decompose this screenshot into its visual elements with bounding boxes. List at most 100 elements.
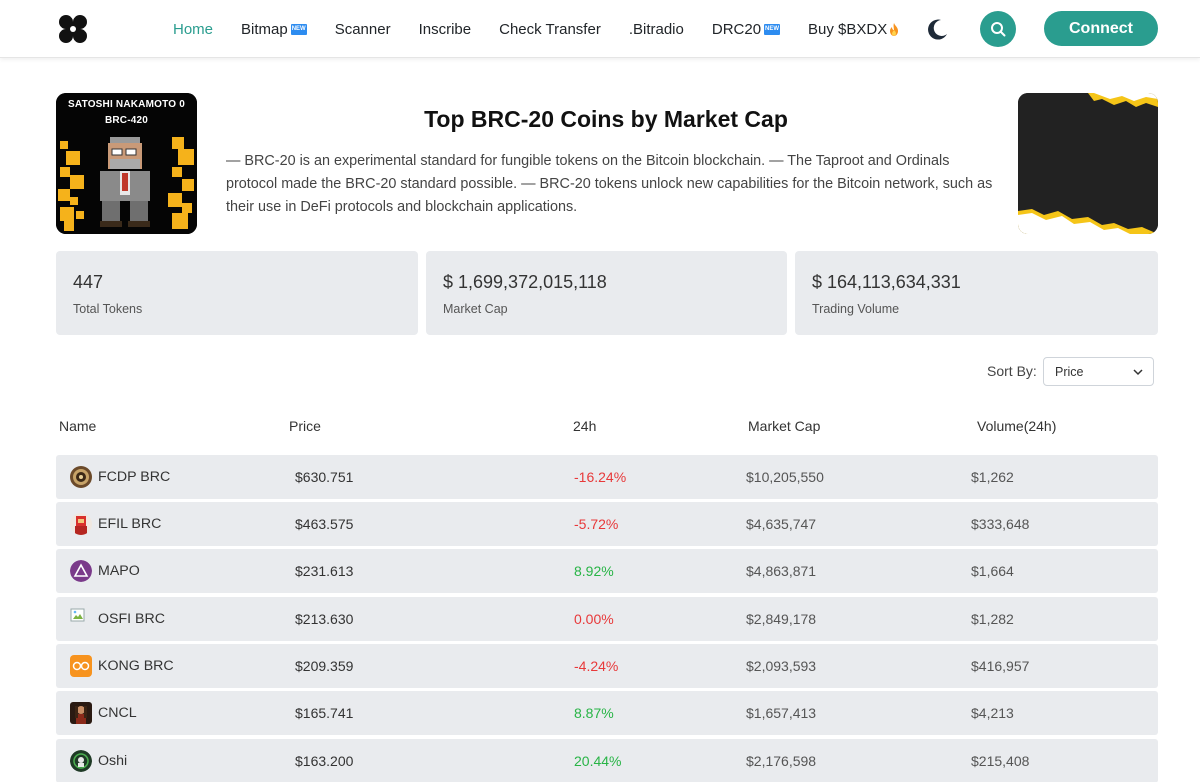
page-title: Top BRC-20 Coins by Market Cap [424,106,788,132]
token-market-cap: $4,863,871 [746,563,817,579]
fire-icon [890,22,899,36]
token-market-cap: $4,635,747 [746,516,817,532]
token-market-cap: $2,849,178 [746,611,817,627]
token-name[interactable]: CNCL [98,705,137,721]
column-header-volume[interactable]: Volume(24h) [977,418,1057,434]
nav-link-label: Bitmap [241,20,288,38]
token-volume: $215,408 [971,753,1030,769]
stat-label: Total Tokens [73,302,143,316]
token-price: $231.613 [295,563,354,579]
token-change-24h: 8.87% [574,705,614,721]
kong-token-icon [70,655,92,677]
token-volume: $333,648 [971,516,1030,532]
search-button[interactable] [980,11,1016,47]
table-row[interactable]: Oshi $163.200 20.44% $2,176,598 $215,408 [56,739,1158,782]
cncl-token-icon [70,702,92,724]
token-name[interactable]: MAPO [98,563,140,579]
table-row[interactable]: MAPO $231.613 8.92% $4,863,871 $1,664 [56,549,1158,593]
token-name[interactable]: OSFI BRC [98,611,166,627]
token-price: $209.359 [295,658,354,674]
stat-card-market-cap: $ 1,699,372,015,118 Market Cap [426,251,787,335]
nav-links: Home Bitmap NEW Scanner Inscribe Check Tr… [173,0,927,58]
token-name[interactable]: FCDP BRC [98,469,171,485]
nav-link-drc20[interactable]: DRC20 NEW [711,20,781,38]
nav-link-inscribe[interactable]: Inscribe [419,21,472,38]
token-change-24h: -4.24% [574,658,619,674]
stat-value: $ 1,699,372,015,118 [443,272,607,292]
new-badge: NEW [290,23,307,35]
sort-by-select[interactable]: Price [1043,357,1154,386]
column-header-price[interactable]: Price [289,418,321,434]
mapo-token-icon [70,560,92,582]
token-volume: $4,213 [971,705,1014,721]
chevron-down-icon [1133,369,1143,376]
table-row[interactable]: KONG BRC $209.359 -4.24% $2,093,593 $416… [56,644,1158,688]
new-badge: NEW [764,23,781,35]
nav-link-bitmap[interactable]: Bitmap NEW [241,21,307,38]
token-volume: $416,957 [971,658,1030,674]
page-description: — BRC-20 is an experimental standard for… [226,153,993,215]
navbar: Home Bitmap NEW Scanner Inscribe Check Tr… [0,0,1200,58]
nav-link-label: Home [173,20,214,38]
token-market-cap: $2,093,593 [746,658,817,674]
pixel-art-image [56,93,197,234]
token-price: $163.200 [295,753,354,769]
nav-link-check-transfer[interactable]: Check Transfer [499,21,601,38]
nav-link-home[interactable]: Home [173,21,213,38]
token-name[interactable]: KONG BRC [98,658,174,674]
column-header-24h[interactable]: 24h [573,418,597,434]
token-change-24h: -5.72% [574,516,619,532]
table-row[interactable]: FCDP BRC $630.751 -16.24% $10,205,550 $1… [56,455,1158,499]
column-header-name[interactable]: Name [59,418,97,434]
hero-nft-image: SATOSHI NAKAMOTO 0 BRC-420 [56,93,197,234]
token-volume: $1,282 [971,611,1014,627]
token-price: $463.575 [295,516,354,532]
nav-link-label: DRC20 [711,20,762,38]
oshi-token-icon [70,750,92,772]
search-icon [991,22,1006,37]
token-market-cap: $10,205,550 [746,469,824,485]
nav-link-bitradio[interactable]: .Bitradio [629,21,684,38]
stat-card-total-tokens: 447 Total Tokens [56,251,418,335]
token-name[interactable]: Oshi [98,753,128,769]
nav-link-label: Buy $BXDX [808,20,888,38]
promo-banner-graphic [1018,93,1158,234]
logo-icon[interactable] [58,14,88,44]
stat-card-trading-volume: $ 164,113,634,331 Trading Volume [795,251,1158,335]
table-row[interactable]: OSFI BRC $213.630 0.00% $2,849,178 $1,28… [56,597,1158,641]
stat-value: 447 [73,272,104,292]
broken-image-icon [70,608,92,630]
nav-link-scanner[interactable]: Scanner [335,21,391,38]
column-header-market-cap[interactable]: Market Cap [748,418,821,434]
moon-icon[interactable] [926,17,950,41]
stat-value: $ 164,113,634,331 [812,272,961,292]
sort-selected-value: Price [1055,364,1084,379]
nav-link-label: Check Transfer [499,20,601,38]
token-name[interactable]: EFIL BRC [98,516,162,532]
token-change-24h: 20.44% [574,753,622,769]
nav-link-buy-bxdx[interactable]: Buy $BXDX [808,21,899,38]
hero-image-caption-2: BRC-420 [104,115,149,126]
fcdp-token-icon [70,466,92,488]
token-volume: $1,664 [971,563,1014,579]
token-change-24h: -16.24% [574,469,627,485]
efil-token-icon [70,513,92,535]
nav-link-label: Scanner [334,20,391,38]
token-price: $630.751 [295,469,354,485]
token-volume: $1,262 [971,469,1014,485]
token-market-cap: $2,176,598 [746,753,817,769]
token-market-cap: $1,657,413 [746,705,817,721]
connect-button[interactable]: Connect [1044,11,1158,46]
sort-by-label: Sort By: [987,363,1037,379]
stat-label: Market Cap [443,302,508,316]
token-price: $213.630 [295,611,354,627]
token-change-24h: 0.00% [574,611,614,627]
promo-banner[interactable] [1018,93,1158,234]
token-price: $165.741 [295,705,354,721]
table-row[interactable]: EFIL BRC $463.575 -5.72% $4,635,747 $333… [56,502,1158,546]
stat-label: Trading Volume [812,302,900,316]
token-change-24h: 8.92% [574,563,614,579]
table-row[interactable]: CNCL $165.741 8.87% $1,657,413 $4,213 [56,691,1158,735]
hero-image-caption-1: SATOSHI NAKAMOTO 0 [68,99,185,110]
nav-link-label: Inscribe [418,20,472,38]
